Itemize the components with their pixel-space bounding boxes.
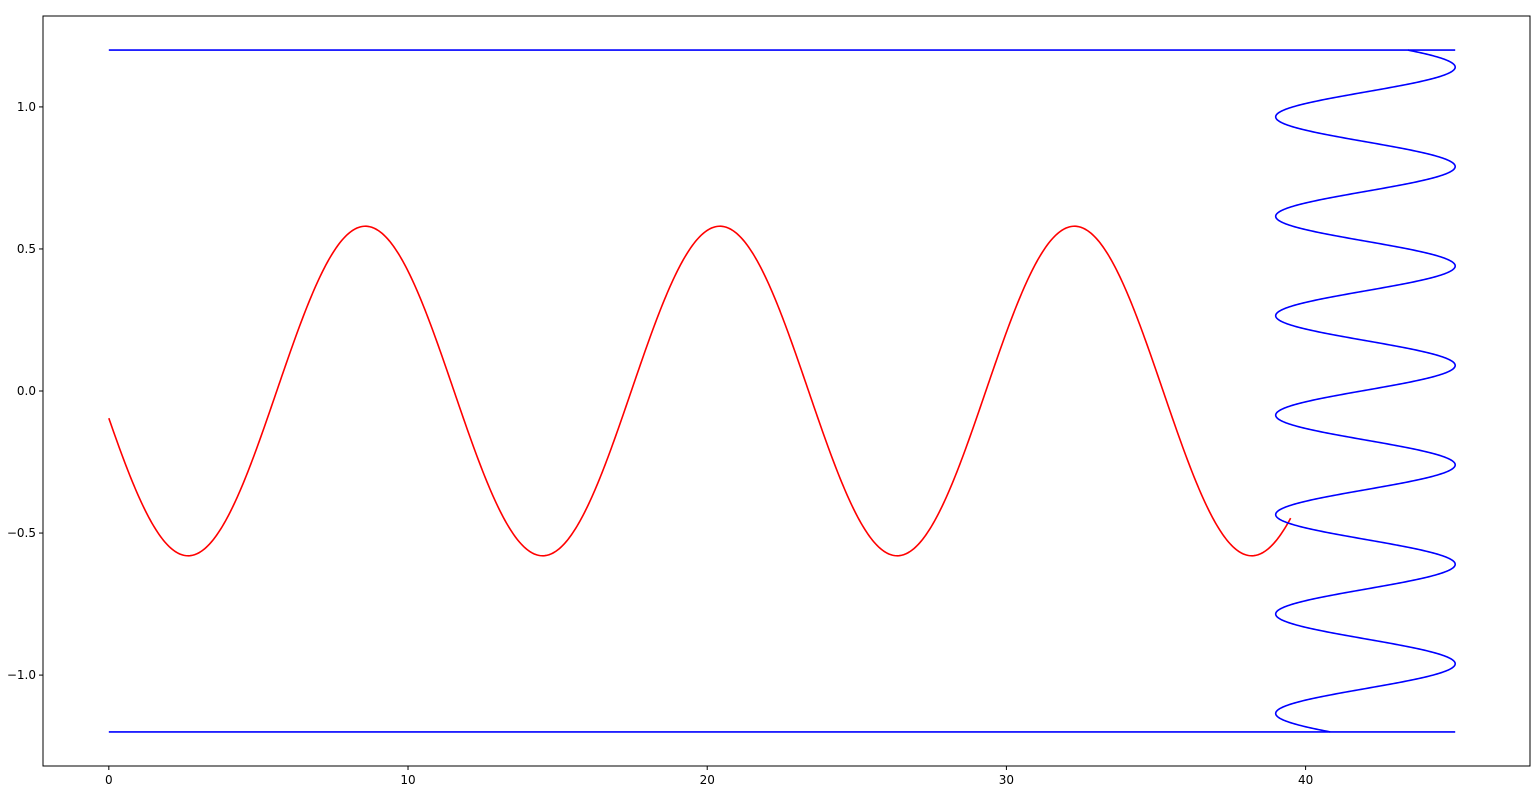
y-tick-label: −1.0 bbox=[7, 668, 36, 682]
y-tick-label: 0.0 bbox=[17, 384, 36, 398]
x-axis-ticks: 0 10 20 30 40 bbox=[105, 766, 1313, 787]
y-axis-ticks: −1.0 −0.5 0.0 0.5 1.0 bbox=[7, 100, 43, 682]
x-tick-label: 10 bbox=[400, 773, 415, 787]
x-tick-label: 40 bbox=[1298, 773, 1313, 787]
series-layer bbox=[108, 49, 1457, 733]
y-tick-label: 0.5 bbox=[17, 242, 36, 256]
series-line-1 bbox=[108, 225, 1292, 557]
x-tick-label: 20 bbox=[700, 773, 715, 787]
x-tick-label: 0 bbox=[105, 773, 113, 787]
y-tick-label: −0.5 bbox=[7, 526, 36, 540]
series-line-2 bbox=[1274, 49, 1457, 733]
y-tick-label: 1.0 bbox=[17, 100, 36, 114]
x-tick-label: 30 bbox=[999, 773, 1014, 787]
